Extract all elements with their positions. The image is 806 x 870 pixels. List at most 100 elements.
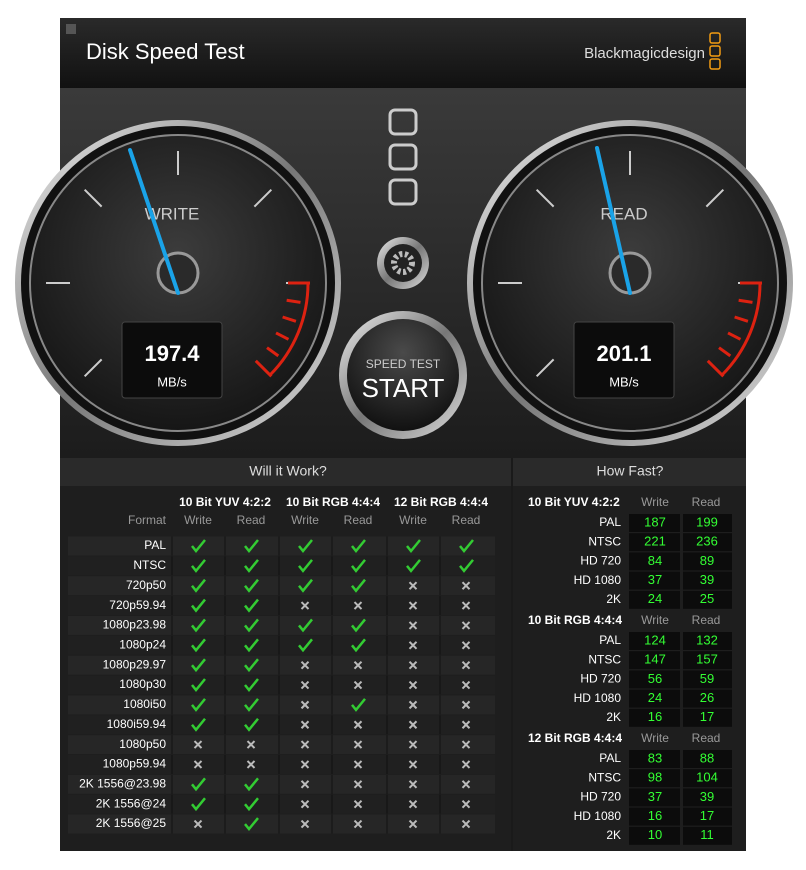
- cross-icon: [408, 799, 418, 809]
- row-bg: [68, 596, 495, 616]
- cross-icon: [461, 581, 471, 590]
- format-label: NTSC: [588, 534, 621, 548]
- cross-icon: [353, 720, 363, 729]
- cell-bg: [629, 514, 680, 532]
- column-header: Write: [399, 513, 427, 527]
- panel-title: How Fast?: [597, 463, 664, 479]
- format-label: HD 720: [580, 554, 621, 568]
- row-bg: [68, 814, 495, 834]
- check-icon: [351, 559, 366, 573]
- row-bg: [68, 655, 495, 675]
- write-speed: 83: [648, 750, 662, 765]
- cell-bg: [683, 552, 732, 571]
- read-speed: 88: [700, 750, 714, 765]
- row-bg: [68, 774, 495, 794]
- write-speed: 24: [648, 591, 662, 606]
- write-speed: 84: [648, 553, 662, 568]
- column-header: Read: [692, 731, 721, 745]
- check-icon: [298, 578, 313, 593]
- cross-icon: [461, 760, 471, 769]
- format-label: 1080p59.94: [103, 757, 167, 771]
- cross-icon: [353, 760, 363, 769]
- write-speed: 147: [644, 652, 666, 667]
- cross-icon: [300, 700, 310, 710]
- gauge-tick: [535, 358, 555, 378]
- write-speed: 98: [648, 770, 662, 785]
- check-icon: [406, 539, 421, 553]
- gauge-tick: [705, 188, 725, 208]
- check-icon: [244, 797, 259, 812]
- write-speed: 16: [648, 709, 662, 724]
- write-speed: 24: [648, 690, 662, 705]
- check-icon: [191, 638, 206, 653]
- read-speed: 11: [700, 827, 714, 842]
- gauge-unit: MB/s: [157, 374, 187, 389]
- format-label: PAL: [599, 515, 621, 529]
- gauge-tick: [535, 188, 555, 208]
- format-label: 1080i59.94: [107, 717, 167, 731]
- check-icon: [298, 539, 313, 553]
- column-header: Read: [237, 513, 266, 527]
- cross-icon: [246, 760, 256, 769]
- cross-icon: [408, 780, 418, 789]
- cross-icon: [353, 601, 363, 610]
- read-speed: 25: [700, 591, 714, 606]
- gauge-red-tick: [275, 331, 290, 341]
- format-label: HD 1080: [574, 691, 622, 705]
- format-label: HD 720: [580, 790, 621, 804]
- group-header: 10 Bit YUV 4:2:2: [528, 495, 620, 509]
- check-icon: [244, 777, 259, 792]
- row-bg: [68, 794, 495, 814]
- format-label: 1080p24: [119, 637, 166, 651]
- row-bg: [68, 576, 495, 596]
- read-speed: 59: [700, 671, 714, 686]
- format-label: 2K 1556@25: [96, 816, 167, 830]
- check-icon: [459, 559, 474, 573]
- cross-icon: [461, 799, 471, 809]
- format-label: NTSC: [588, 652, 621, 666]
- check-icon: [244, 658, 259, 673]
- cross-icon: [300, 720, 310, 729]
- close-button[interactable]: [66, 24, 76, 34]
- cross-icon: [408, 680, 418, 690]
- cross-icon: [461, 720, 471, 729]
- column-header: Write: [641, 731, 669, 745]
- check-icon: [351, 578, 366, 593]
- gauge-tick: [253, 188, 273, 208]
- cross-icon: [461, 680, 471, 690]
- check-icon: [191, 618, 206, 633]
- cell-bg: [629, 689, 680, 708]
- gauge-label: WRITE: [145, 204, 200, 223]
- cell-bg: [683, 826, 732, 845]
- gauge-red-arc: [720, 282, 762, 377]
- cross-icon: [300, 780, 310, 789]
- check-icon: [191, 578, 206, 593]
- check-icon: [244, 698, 259, 712]
- check-icon: [406, 559, 421, 573]
- cross-icon: [408, 700, 418, 710]
- check-icon: [191, 658, 206, 673]
- format-label: 2K 1556@24: [96, 796, 167, 810]
- cross-icon: [353, 660, 363, 670]
- format-label: 1080p29.97: [103, 657, 167, 671]
- group-header: 10 Bit YUV 4:2:2: [179, 495, 271, 509]
- column-header: Write: [641, 613, 669, 627]
- read-speed: 104: [696, 770, 718, 785]
- check-icon: [351, 638, 366, 653]
- gauge-red-arc: [268, 282, 310, 377]
- panel-title: Will it Work?: [249, 463, 327, 479]
- cell-bg: [629, 651, 680, 670]
- cell-bg: [683, 807, 732, 826]
- row-bg: [68, 536, 495, 556]
- brand: Blackmagicdesign: [584, 45, 705, 62]
- cross-icon: [408, 581, 418, 590]
- cross-icon: [408, 760, 418, 769]
- cross-icon: [461, 660, 471, 670]
- cross-icon: [408, 660, 418, 670]
- cell-bg: [629, 632, 680, 650]
- gauge-red-tick: [254, 359, 273, 378]
- cell-bg: [683, 590, 732, 609]
- check-icon: [244, 598, 259, 613]
- cell-bg: [629, 590, 680, 609]
- read-speed: 26: [700, 690, 714, 705]
